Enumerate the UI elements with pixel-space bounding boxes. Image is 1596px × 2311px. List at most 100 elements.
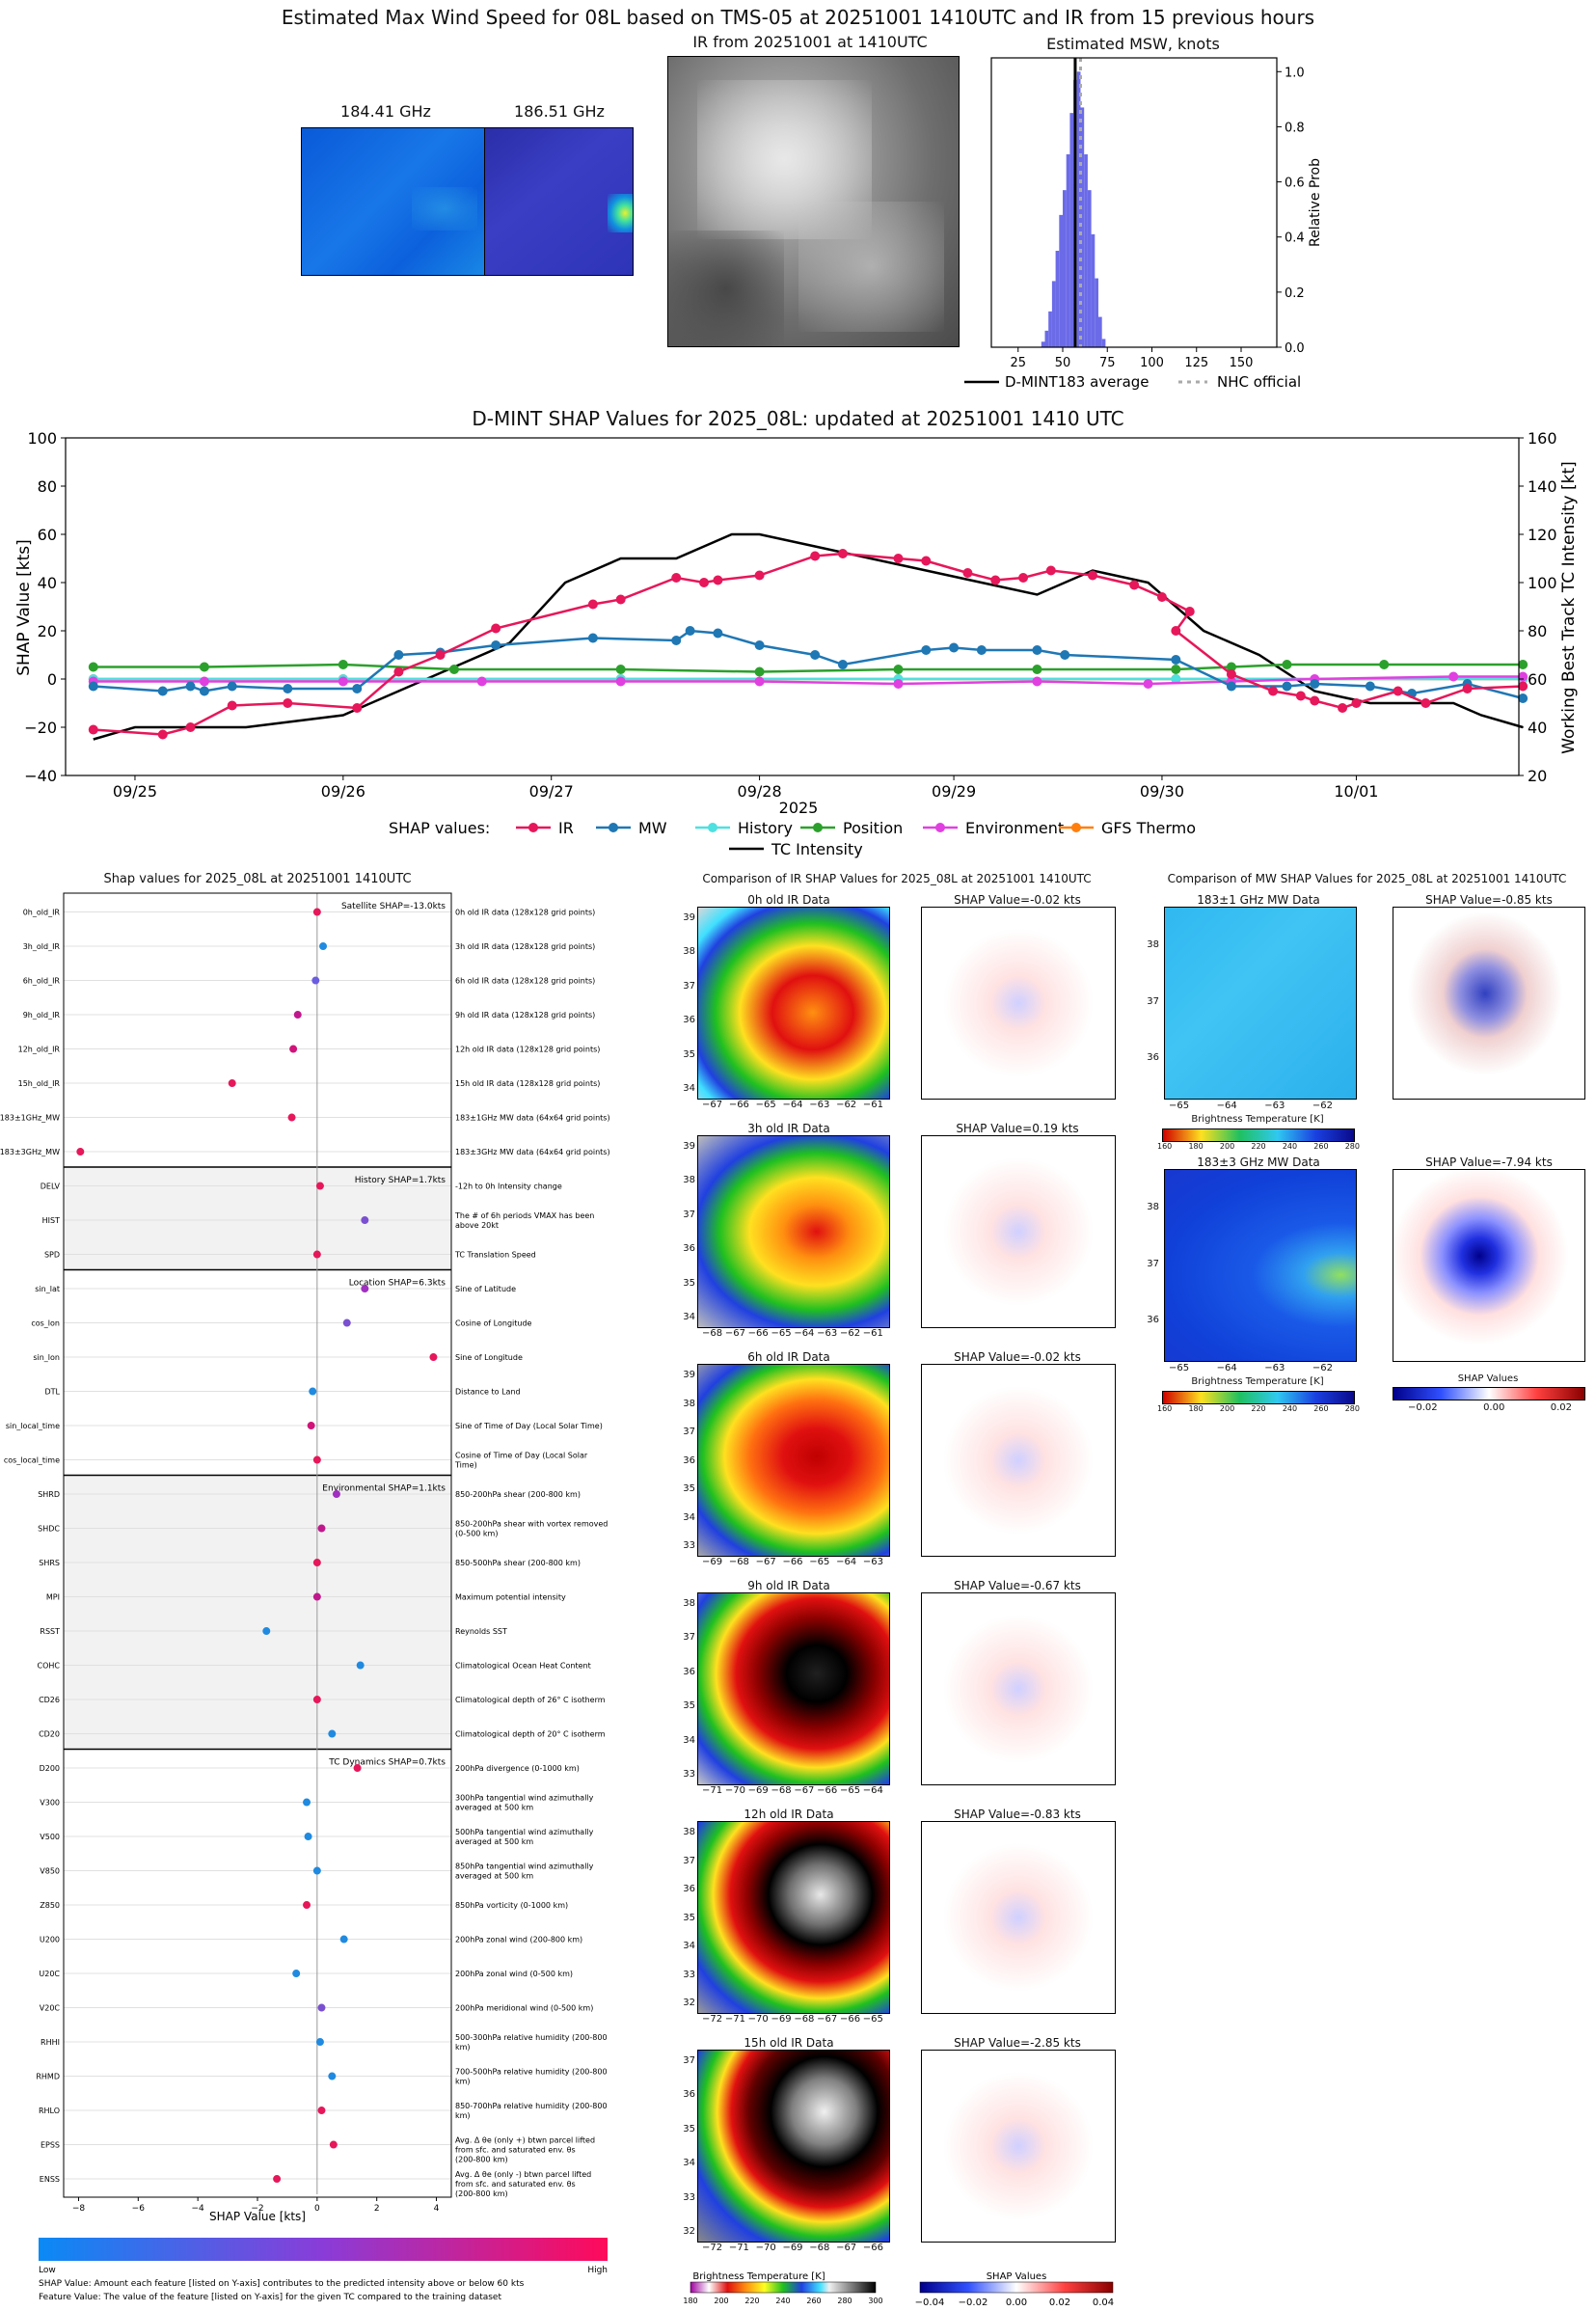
- ir-ytick-label: 36: [683, 2089, 695, 2101]
- mw-shap-tick: 0.00: [1483, 1402, 1505, 1413]
- series-point: [962, 568, 973, 578]
- mw-bt-tick: 180: [1188, 1142, 1204, 1151]
- ir-ytick-label: 39: [683, 1370, 695, 1380]
- ir-xtick-label: −70: [747, 2014, 769, 2025]
- ts-ytick-label: 40: [38, 574, 57, 592]
- feature-name: V300: [40, 1799, 60, 1808]
- ir-yticks: 39 38 37 36 35 34 33: [672, 1370, 695, 1551]
- series-point: [1171, 674, 1181, 684]
- ir-shap-tick: 0.04: [1093, 2297, 1114, 2308]
- ir-ytick-label: 38: [683, 946, 695, 958]
- series-point: [754, 666, 765, 677]
- ir-bt-tick: 280: [837, 2297, 852, 2305]
- mw-shap-panel: [1393, 1169, 1585, 1362]
- feature-description: 850-700hPa relative humidity (200-800 km): [455, 2102, 608, 2120]
- mw-row-label: 183±1 GHz MW Data: [1197, 893, 1320, 907]
- ir-xtick-label: −62: [839, 1328, 861, 1339]
- series-point: [1518, 681, 1528, 692]
- ir-shap-label: SHAP Value=-2.85 kts: [954, 2036, 1081, 2050]
- hist-bar: [1066, 154, 1070, 347]
- ir-ytick-label: 35: [683, 1700, 695, 1712]
- feature-name: MPI: [46, 1593, 60, 1602]
- feature-name: cos_lon: [31, 1319, 60, 1328]
- legend-title: SHAP values:: [389, 819, 490, 837]
- series-point: [352, 684, 363, 693]
- feature-shap-dot: [361, 1285, 369, 1293]
- ir-bt-tick: 300: [868, 2297, 882, 2305]
- ts-ytick-label: 20: [38, 622, 57, 640]
- feature-shap-dot: [76, 1148, 85, 1156]
- series-line: [93, 663, 1524, 673]
- feature-shap-dot: [228, 1079, 236, 1088]
- series-point: [338, 660, 348, 669]
- series-point: [1365, 681, 1375, 692]
- feature-shap-dot: [312, 1696, 321, 1704]
- series-point: [227, 681, 237, 692]
- series-point: [1518, 671, 1528, 682]
- feature-shap-dot: [289, 1045, 298, 1053]
- tc-intensity-line: [93, 532, 1524, 741]
- ir-xtick-label: −61: [862, 1100, 883, 1110]
- ir-xtick-label: −68: [794, 2014, 815, 2025]
- mw-xtick-label: −65: [1169, 1363, 1190, 1373]
- ir-xtick-label: −67: [817, 2014, 838, 2025]
- series-point: [393, 666, 404, 677]
- mw-bt-tick: 240: [1282, 1404, 1298, 1413]
- feature-name: SHDC: [38, 1525, 60, 1534]
- feature-shap-dot: [342, 1319, 351, 1327]
- feature-name: 3h_old_IR: [23, 942, 61, 951]
- ir-ytick-label: 38: [683, 1398, 695, 1409]
- ir-ytick-label: 38: [683, 1598, 695, 1609]
- ir-ytick-label: 39: [683, 1141, 695, 1152]
- series-point: [1129, 580, 1140, 590]
- group-shading: [64, 1475, 451, 1750]
- feature-name: DELV: [41, 1183, 61, 1191]
- series-point: [1338, 703, 1348, 713]
- mw-xtick-label: −65: [1169, 1101, 1190, 1111]
- series-point: [157, 729, 168, 740]
- ir-ytick-label: 37: [683, 1632, 695, 1644]
- feature-shap-dot: [312, 1592, 321, 1601]
- ir-ytick-label: 35: [683, 1483, 695, 1494]
- ir-shap-tick: 0.00: [1006, 2297, 1027, 2308]
- ts-ytick-label: 100: [27, 429, 57, 448]
- mw-bt-tick: 260: [1313, 1142, 1329, 1151]
- hist-bar: [1084, 154, 1088, 347]
- mw-ytick-label: 37: [1147, 995, 1159, 1007]
- feature-name: CD26: [39, 1696, 60, 1704]
- mw-bt-colorbar-label: Brightness Temperature [K]: [1191, 1114, 1324, 1125]
- ir-ytick-label: 33: [683, 1540, 695, 1551]
- ts-y2label: Working Best Track TC Intensity [kt]: [1559, 461, 1579, 754]
- hist-bar: [1051, 281, 1056, 347]
- feature-shap-dot: [312, 1559, 321, 1567]
- ts-y2tick-label: 60: [1528, 670, 1547, 689]
- ir-bt-tick: 180: [683, 2297, 697, 2305]
- ir-xtick-label: −65: [755, 1100, 776, 1110]
- series-point: [157, 686, 168, 696]
- mw-bt-tick: 280: [1344, 1404, 1360, 1413]
- ir-ytick-label: 35: [683, 2123, 695, 2134]
- legend-label: IR: [558, 819, 574, 837]
- series-point: [837, 660, 848, 669]
- feature-shap-dot: [273, 2175, 282, 2184]
- ir-shap-label: SHAP Value=-0.02 kts: [954, 1350, 1081, 1364]
- ir-shap-label: SHAP Value=-0.02 kts: [954, 893, 1081, 907]
- ts-xtick-label: 09/28: [738, 782, 782, 801]
- beeswarm-xtick-label: −4: [192, 2204, 205, 2214]
- series-point: [1171, 665, 1181, 674]
- series-point: [476, 676, 487, 687]
- ir-image-panel: [697, 907, 890, 1100]
- mw-bt-tick: 220: [1251, 1142, 1266, 1151]
- series-point: [754, 676, 765, 687]
- group-shading: [64, 1167, 451, 1270]
- hist-bar: [1048, 311, 1052, 347]
- hist-xtick-label: 125: [1184, 356, 1208, 370]
- series-point: [1226, 662, 1236, 672]
- ir-xtick-label: −70: [724, 1785, 745, 1796]
- ts-xtick-label: 09/27: [529, 782, 574, 801]
- ir-ytick-label: 36: [683, 1884, 695, 1894]
- ir-shap-tick: −0.02: [959, 2297, 988, 2308]
- ir-bt-colorbar: [690, 2281, 877, 2294]
- mw-ytick-label: 38: [1147, 939, 1159, 950]
- feature-shap-dot: [311, 976, 320, 985]
